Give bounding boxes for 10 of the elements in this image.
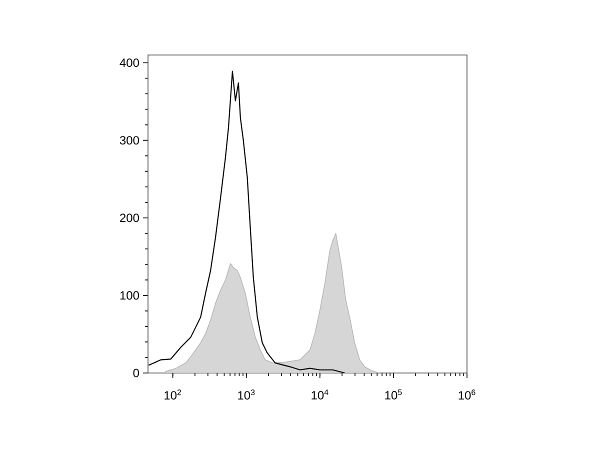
x-tick-label: 10$^{3}$ <box>238 390 255 400</box>
y-tick-label: 200 <box>120 214 140 222</box>
y-tick-label: 300 <box>120 136 140 145</box>
y-tick-label: 100 <box>120 291 140 300</box>
x-tick-label: 10$^{6}$ <box>458 390 476 400</box>
x-tick-label: 10$^{5}$ <box>385 390 402 400</box>
x-tick-label: 10$^{2}$ <box>164 390 182 400</box>
y-tick-label: 400 <box>120 58 140 67</box>
y-tick-label: 0 <box>133 368 140 378</box>
x-tick-label: 10$^{4}$ <box>312 390 328 400</box>
